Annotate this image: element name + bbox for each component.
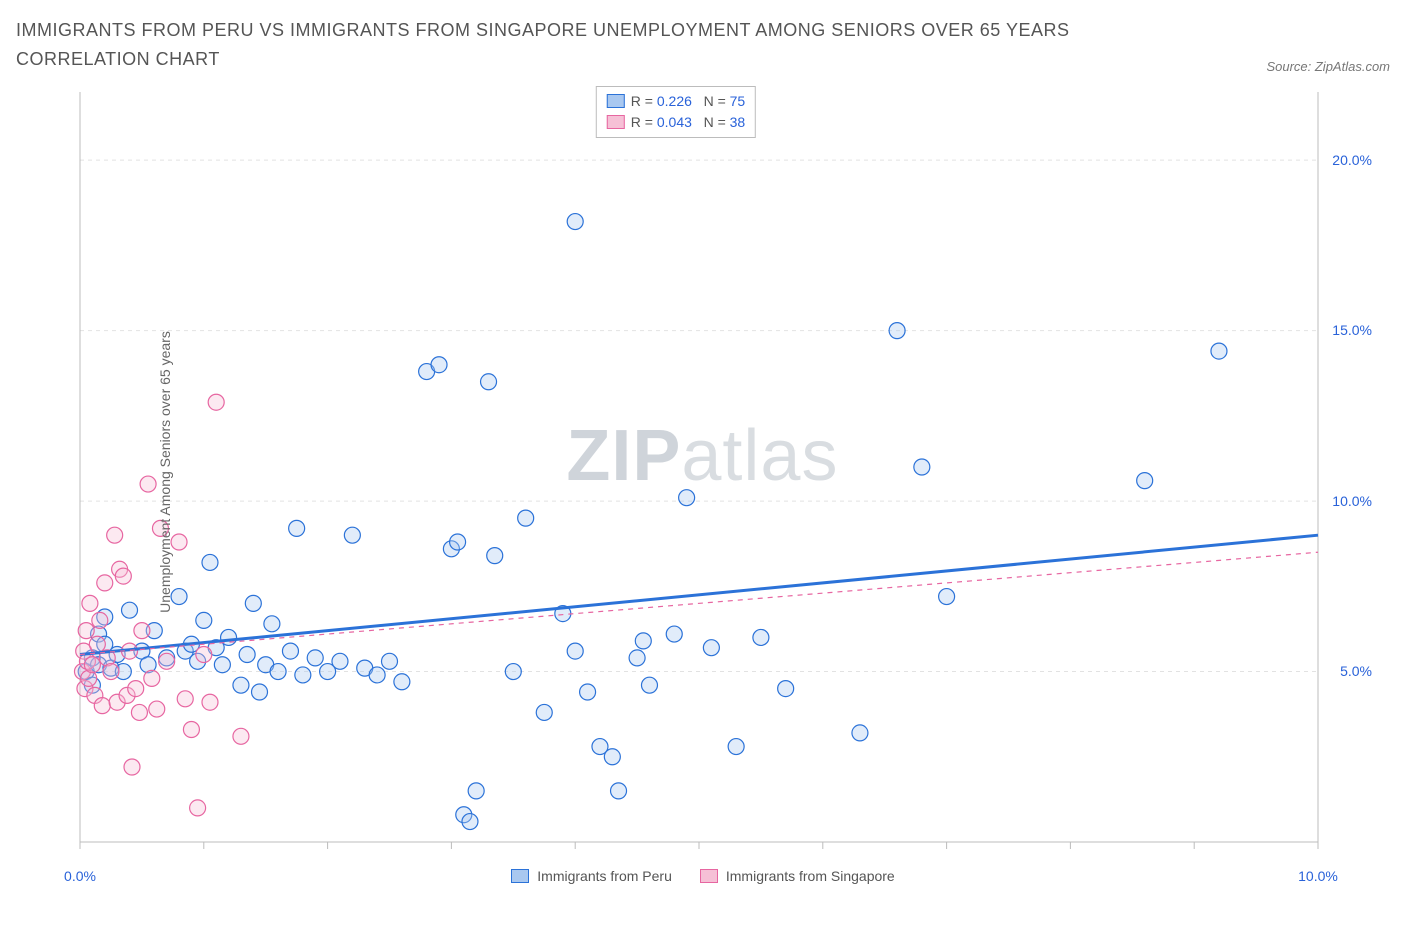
legend-item: Immigrants from Peru (511, 868, 672, 884)
scatter-plot (16, 82, 1336, 862)
legend-swatch (511, 869, 529, 883)
legend-label: Immigrants from Peru (537, 868, 672, 884)
legend-label: Immigrants from Singapore (726, 868, 895, 884)
legend-stats-text: R = 0.226 N = 75 (631, 91, 745, 112)
legend-stats-text: R = 0.043 N = 38 (631, 112, 745, 133)
legend-swatch (607, 94, 625, 108)
x-tick-label: 10.0% (1298, 868, 1338, 884)
legend-bottom: Immigrants from Peru Immigrants from Sing… (16, 868, 1390, 884)
legend-stats-row: R = 0.226 N = 75 (607, 91, 745, 112)
y-tick-label: 5.0% (1340, 663, 1372, 679)
y-tick-label: 20.0% (1332, 152, 1372, 168)
y-tick-label: 15.0% (1332, 322, 1372, 338)
legend-swatch (700, 869, 718, 883)
source-credit: Source: ZipAtlas.com (1266, 59, 1390, 74)
legend-stats: R = 0.226 N = 75R = 0.043 N = 38 (596, 86, 756, 138)
chart-container: Unemployment Among Seniors over 65 years… (16, 82, 1336, 862)
x-tick-label: 0.0% (64, 868, 96, 884)
y-axis-label: Unemployment Among Seniors over 65 years (157, 331, 173, 613)
legend-swatch (607, 115, 625, 129)
chart-title: IMMIGRANTS FROM PERU VS IMMIGRANTS FROM … (16, 16, 1116, 74)
legend-stats-row: R = 0.043 N = 38 (607, 112, 745, 133)
legend-item: Immigrants from Singapore (700, 868, 895, 884)
y-tick-label: 10.0% (1332, 493, 1372, 509)
